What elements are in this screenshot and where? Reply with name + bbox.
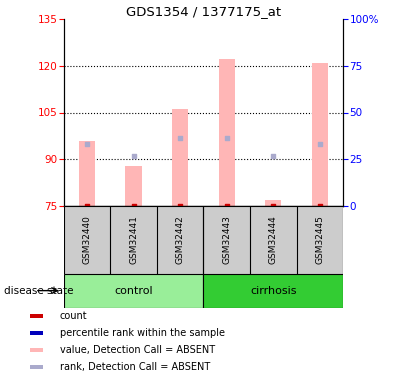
Text: GSM32444: GSM32444 — [269, 216, 278, 264]
Text: count: count — [60, 311, 87, 321]
Text: GSM32441: GSM32441 — [129, 216, 138, 264]
Bar — [64, 206, 110, 274]
Bar — [30, 348, 43, 352]
Text: GSM32442: GSM32442 — [175, 216, 185, 264]
Text: GSM32443: GSM32443 — [222, 216, 231, 264]
Bar — [64, 274, 203, 308]
Point — [84, 203, 90, 209]
Point — [270, 153, 277, 159]
Text: GSM32445: GSM32445 — [315, 216, 324, 264]
Point — [177, 135, 183, 141]
Bar — [30, 314, 43, 318]
Bar — [297, 206, 343, 274]
Point — [130, 203, 137, 209]
Text: rank, Detection Call = ABSENT: rank, Detection Call = ABSENT — [60, 362, 210, 372]
Title: GDS1354 / 1377175_at: GDS1354 / 1377175_at — [126, 4, 281, 18]
Point — [84, 141, 90, 147]
Text: GSM32440: GSM32440 — [83, 216, 92, 264]
Bar — [265, 200, 282, 206]
Text: cirrhosis: cirrhosis — [250, 286, 297, 296]
Bar — [157, 206, 203, 274]
Bar — [203, 274, 343, 308]
Bar — [172, 110, 188, 206]
Bar — [250, 206, 297, 274]
Point — [130, 153, 137, 159]
Text: value, Detection Call = ABSENT: value, Detection Call = ABSENT — [60, 345, 215, 355]
Text: percentile rank within the sample: percentile rank within the sample — [60, 328, 224, 338]
Bar — [203, 206, 250, 274]
Point — [270, 203, 277, 209]
Bar — [219, 59, 235, 206]
Point — [224, 203, 230, 209]
Bar — [30, 364, 43, 369]
Bar — [312, 63, 328, 206]
Bar — [110, 206, 157, 274]
Point — [316, 141, 323, 147]
Bar — [30, 331, 43, 335]
Point — [316, 203, 323, 209]
Point — [177, 203, 183, 209]
Bar — [79, 141, 95, 206]
Text: control: control — [114, 286, 153, 296]
Text: disease state: disease state — [4, 286, 74, 296]
Bar — [125, 166, 142, 206]
Point — [224, 135, 230, 141]
